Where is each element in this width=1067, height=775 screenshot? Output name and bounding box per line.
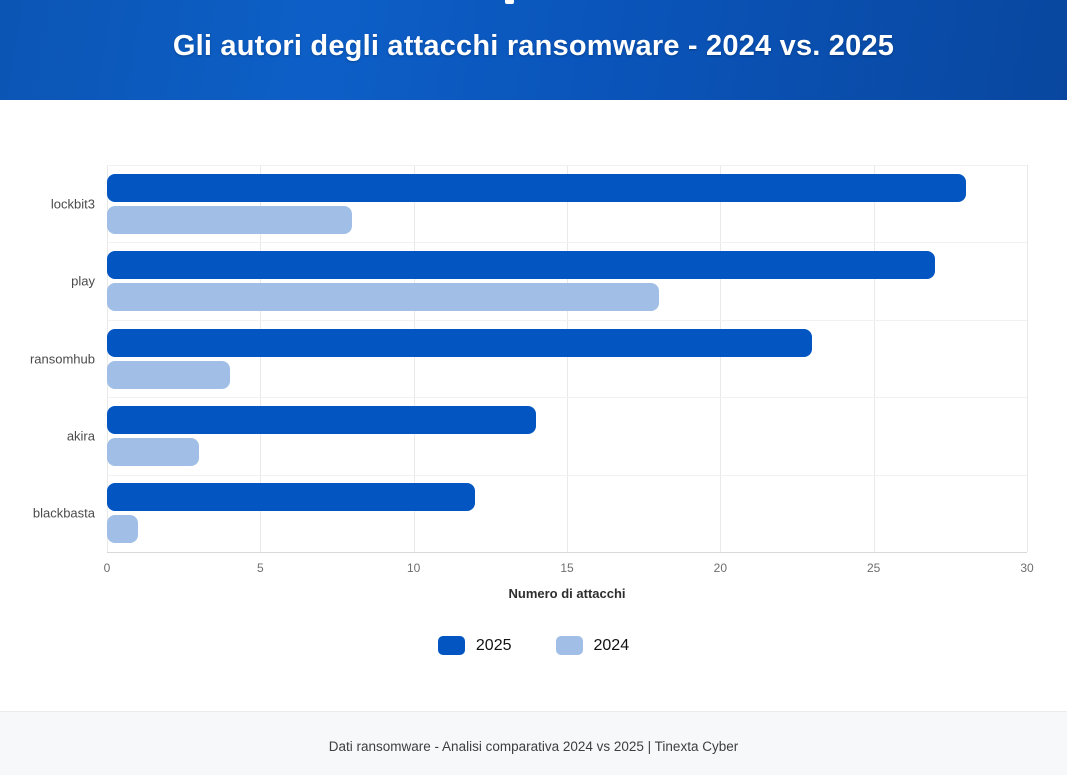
- x-tick-30: 30: [1020, 561, 1034, 575]
- gridline-x-5: [260, 165, 262, 552]
- bar-group-akira: akira: [67, 397, 1027, 474]
- x-tick-10: 10: [406, 561, 421, 575]
- category-label-akira: akira: [66, 428, 95, 444]
- x-tick-5: 5: [256, 561, 264, 575]
- category-label-blackbasta: blackbasta: [32, 505, 95, 521]
- bar-2024-lockbit3[interactable]: [107, 205, 353, 234]
- bar-2024-akira[interactable]: [107, 437, 199, 466]
- x-axis-tick-row: 0 5 10 15 20 25 30: [103, 561, 1034, 579]
- footer-bar: Dati ransomware - Analisi comparativa 20…: [0, 711, 1067, 775]
- x-tick-25: 25: [866, 561, 881, 575]
- plot-area: lockbit3 play ransomhub akira blackbasta: [30, 165, 1028, 553]
- bar-2024-play[interactable]: [107, 283, 659, 312]
- legend-item-2025[interactable]: 2025: [437, 636, 512, 655]
- bar-2025-play[interactable]: [107, 251, 935, 280]
- gridline-category-boundary: [107, 165, 1027, 166]
- gridline-category-boundary: [107, 319, 1027, 321]
- bar-2024-ransomhub[interactable]: [107, 360, 230, 389]
- x-tick-0: 0: [103, 561, 111, 575]
- bar-group-blackbasta: blackbasta: [33, 475, 1027, 552]
- x-axis-title: Numero di attacchi: [508, 586, 626, 601]
- gridline-x-20: [720, 165, 722, 552]
- gridline-category-boundary: [107, 397, 1027, 399]
- legend-swatch-2025: [437, 636, 465, 655]
- bar-2025-ransomhub[interactable]: [107, 328, 813, 357]
- cropped-text-fragment: [505, 0, 514, 4]
- gridline-category-boundary: [107, 474, 1027, 476]
- gridline-category-boundary: [107, 242, 1027, 244]
- header-banner: Gli autori degli attacchi ransomware - 2…: [0, 0, 1067, 100]
- bar-2024-blackbasta[interactable]: [107, 515, 138, 544]
- bar-2025-akira[interactable]: [107, 405, 537, 434]
- x-tick-20: 20: [713, 561, 728, 575]
- bar-group-lockbit3: lockbit3: [51, 165, 1027, 242]
- chart-legend: 2025 2024: [0, 636, 1067, 655]
- legend-swatch-2024: [555, 636, 583, 655]
- bar-group-ransomhub: ransomhub: [30, 320, 1027, 397]
- page-title: Gli autori degli attacchi ransomware - 2…: [172, 29, 895, 62]
- gridline-x-10: [413, 165, 415, 552]
- x-tick-15: 15: [560, 561, 574, 575]
- gridline-x-30: [1027, 165, 1028, 552]
- gridline-x-15: [567, 165, 568, 552]
- bar-2025-lockbit3[interactable]: [107, 173, 966, 202]
- legend-label-2025: 2025: [475, 636, 512, 654]
- category-label-ransomhub: ransomhub: [29, 351, 95, 367]
- gridline-x-0: [107, 165, 108, 552]
- bar-group-play: play: [71, 242, 1027, 319]
- legend-label-2024: 2024: [593, 636, 630, 654]
- bar-2025-blackbasta[interactable]: [107, 483, 475, 512]
- gridline-x-25: [873, 165, 875, 552]
- category-label-play: play: [71, 273, 95, 289]
- legend-item-2024[interactable]: 2024: [555, 636, 630, 655]
- category-label-lockbit3: lockbit3: [50, 196, 95, 212]
- footer-caption: Dati ransomware - Analisi comparativa 20…: [328, 739, 739, 754]
